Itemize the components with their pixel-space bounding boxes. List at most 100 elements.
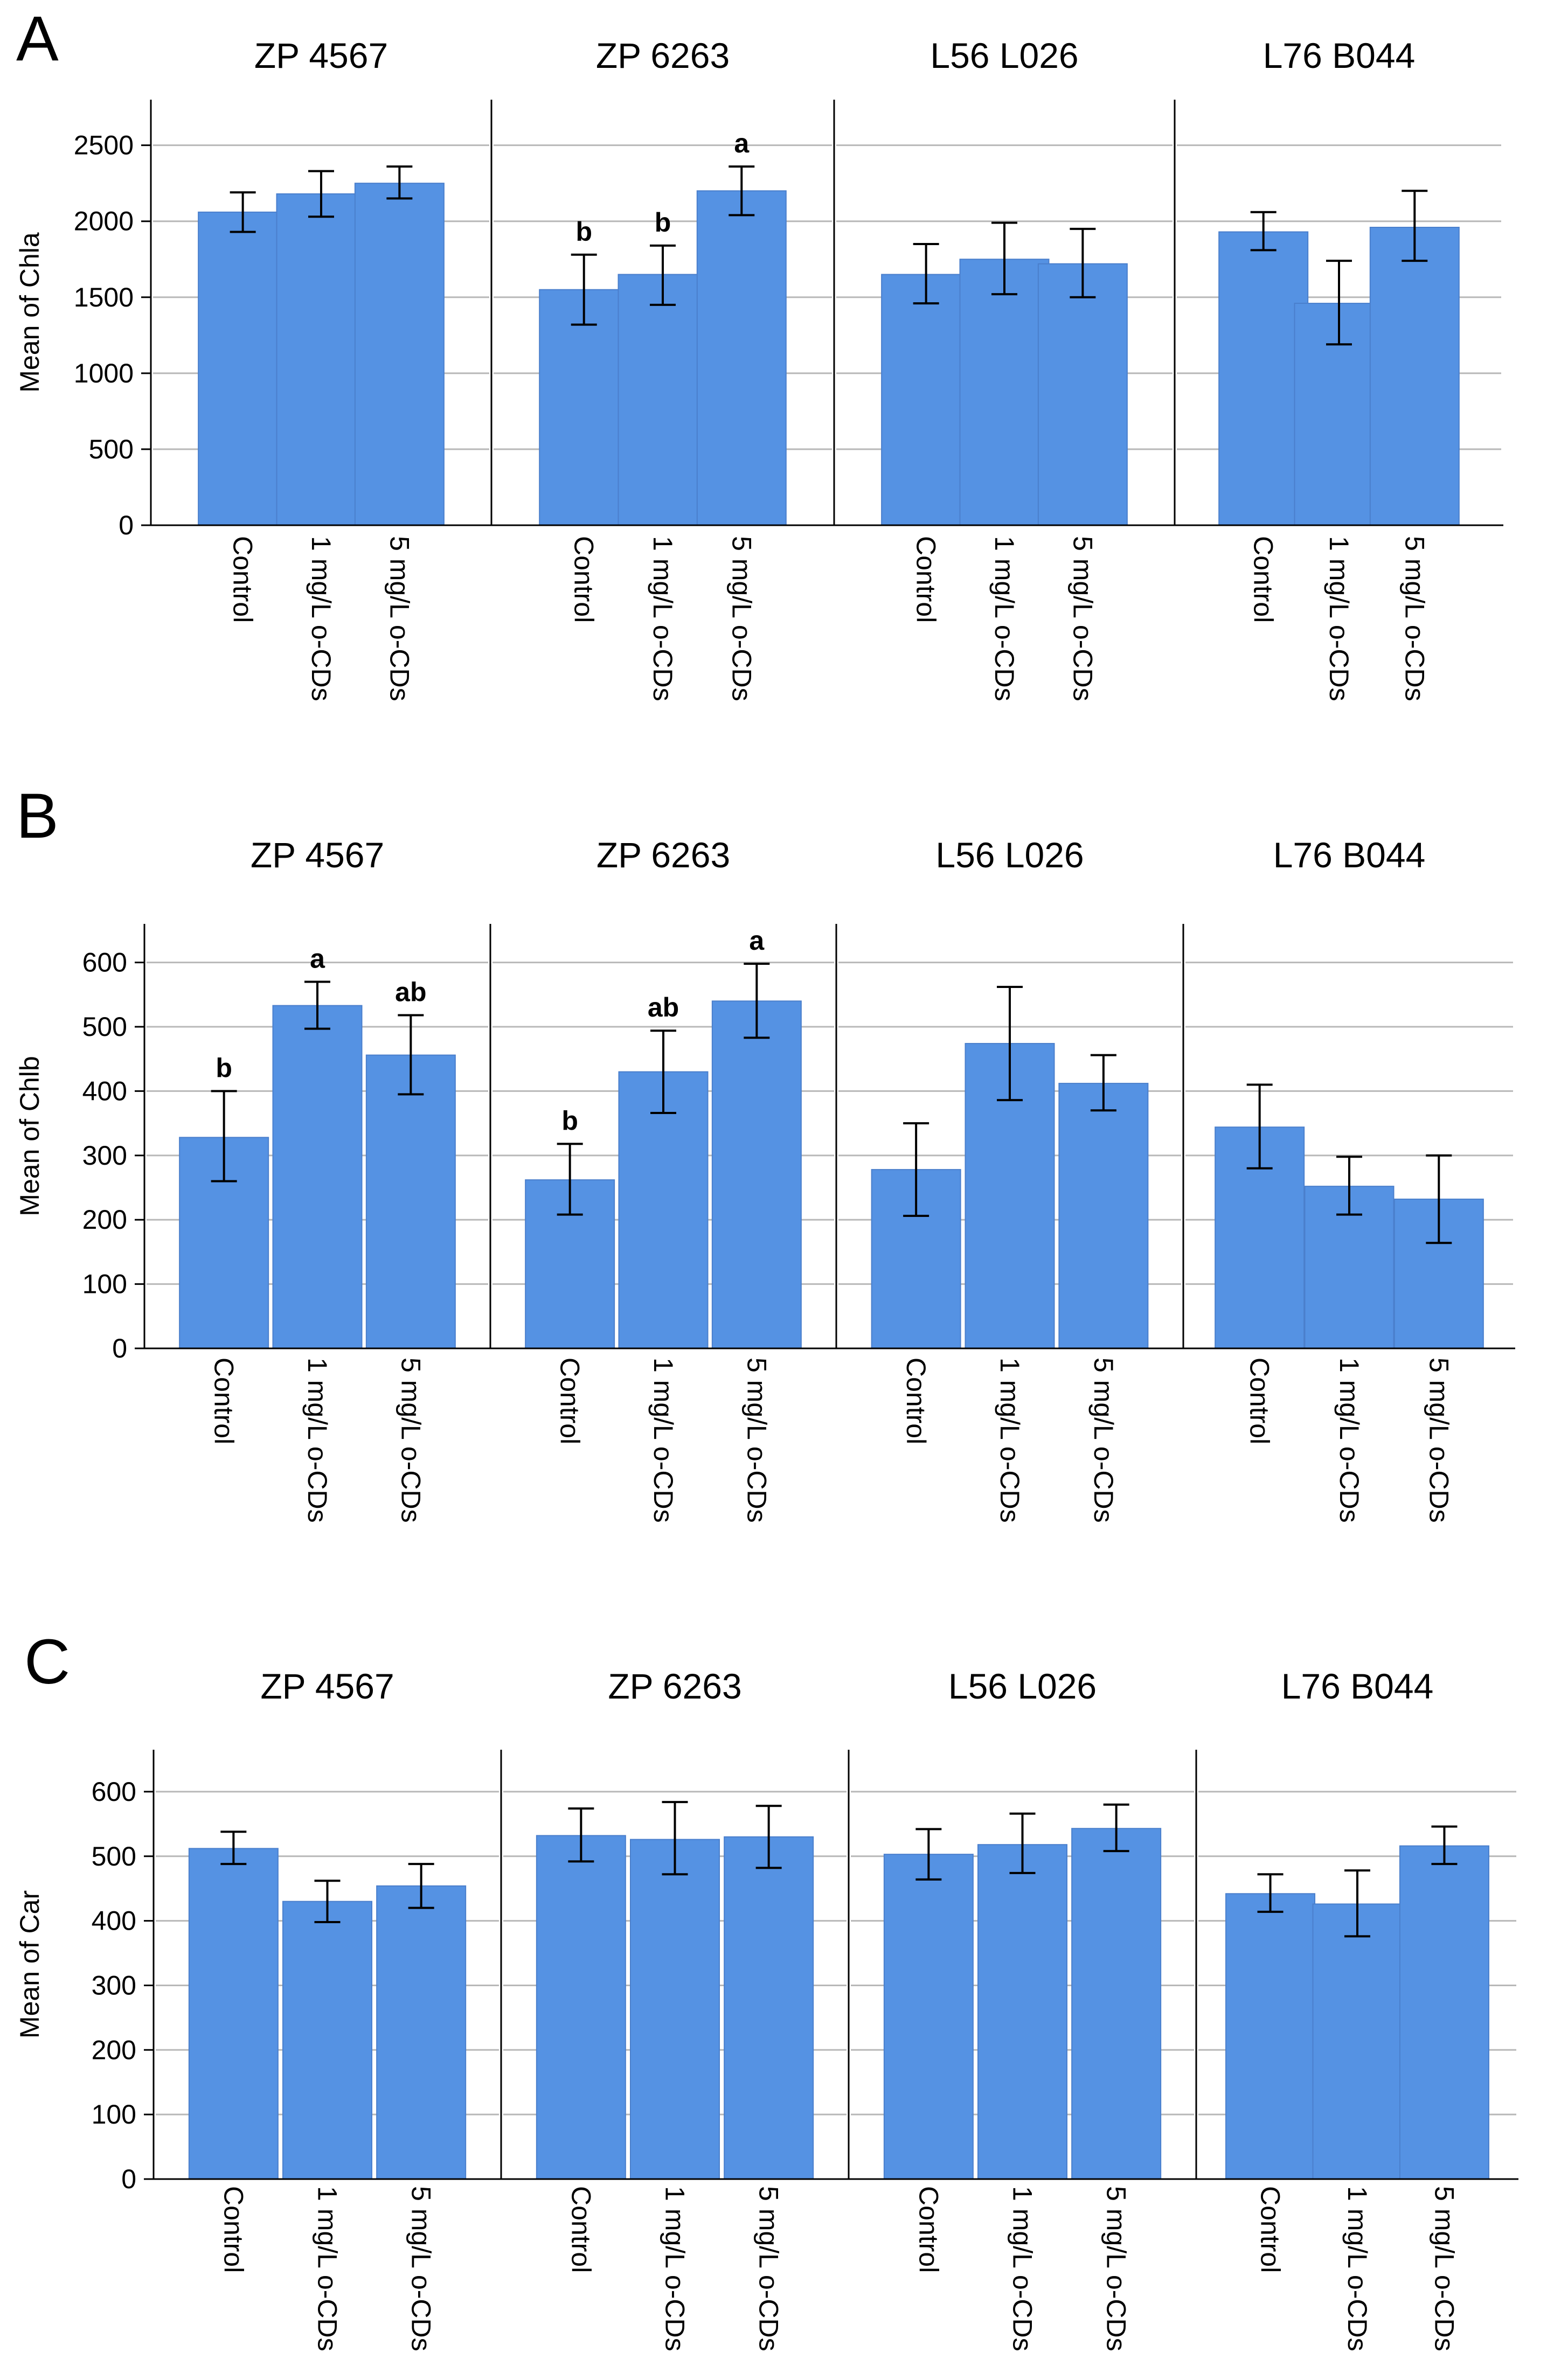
x-category-label: 1 mg/L o-CDs — [1324, 536, 1354, 701]
bar-layer — [179, 183, 1489, 2180]
y-tick-label: 500 — [89, 434, 134, 464]
x-category-label: 5 mg/L o-CDs — [741, 1358, 772, 1523]
x-category-label: Control — [1255, 2186, 1286, 2273]
bar — [977, 1844, 1067, 2180]
bar — [881, 274, 972, 526]
x-category-label: Control — [911, 536, 941, 623]
y-tick-label: 2000 — [74, 206, 134, 236]
y-tick-label: 600 — [82, 948, 127, 978]
x-category-label: 1 mg/L o-CDs — [1342, 2186, 1372, 2351]
facet-title: ZP 4567 — [260, 1666, 394, 1706]
x-category-label: 5 mg/L o-CDs — [754, 2186, 784, 2351]
y-tick-label: 2500 — [74, 130, 134, 161]
bar — [198, 211, 288, 526]
x-category-label: 1 mg/L o-CDs — [660, 2186, 690, 2351]
bar — [1399, 1845, 1489, 2180]
facet-title: L76 B044 — [1273, 835, 1426, 875]
x-category-label: 1 mg/L o-CDs — [995, 1358, 1025, 1523]
y-tick-label: 400 — [92, 1906, 136, 1936]
y-tick-label: 0 — [121, 2164, 136, 2194]
significance-label: ab — [648, 992, 679, 1022]
facet-title: L56 L026 — [930, 36, 1078, 75]
bar — [883, 1854, 974, 2180]
significance-label: a — [310, 943, 325, 973]
x-category-label: 1 mg/L o-CDs — [648, 1358, 678, 1523]
y-axis-label: Mean of Chla — [15, 232, 45, 393]
axis-layer — [135, 100, 1518, 2180]
bar — [1218, 231, 1309, 526]
facet-title: L76 B044 — [1281, 1666, 1434, 1706]
x-category-label: 5 mg/L o-CDs — [1067, 536, 1098, 701]
significance-label: b — [216, 1053, 232, 1083]
facet-title: L56 L026 — [935, 835, 1084, 875]
bar — [376, 1885, 467, 2180]
bar — [282, 1901, 372, 2180]
x-category-label: 5 mg/L o-CDs — [384, 536, 414, 701]
x-category-label: Control — [913, 2186, 944, 2273]
x-category-label: 1 mg/L o-CDs — [302, 1358, 332, 1523]
bar — [711, 1000, 802, 1349]
y-tick-label: 600 — [92, 1777, 136, 1807]
y-tick-label: 200 — [92, 2035, 136, 2065]
y-tick-label: 300 — [82, 1140, 127, 1171]
x-category-label: 1 mg/L o-CDs — [1334, 1358, 1364, 1523]
x-category-label: Control — [569, 536, 599, 623]
bar — [272, 1005, 363, 1349]
panel-letter: B — [16, 781, 59, 852]
bar — [959, 259, 1050, 526]
bar — [1225, 1893, 1316, 2180]
bar — [188, 1848, 279, 2180]
significance-label: b — [561, 1105, 578, 1136]
y-tick-label: 1500 — [74, 282, 134, 312]
facet-title: ZP 4567 — [254, 36, 388, 75]
y-tick-label: 100 — [92, 2099, 136, 2130]
bar — [696, 190, 787, 526]
y-tick-label: 500 — [92, 1841, 136, 1871]
y-tick-label: 500 — [82, 1012, 127, 1042]
x-category-label: Control — [1245, 1358, 1275, 1444]
y-axis-label: Mean of Chlb — [15, 1056, 45, 1216]
x-category-label: 5 mg/L o-CDs — [1399, 536, 1430, 701]
x-category-label: 5 mg/L o-CDs — [1429, 2186, 1459, 2351]
bar — [365, 1054, 456, 1349]
facet-title: ZP 6263 — [596, 835, 730, 875]
bar — [1058, 1083, 1149, 1349]
bar — [724, 1836, 814, 2180]
significance-label: b — [575, 217, 592, 247]
significance-label: b — [655, 207, 671, 238]
x-category-label: Control — [555, 1358, 585, 1444]
x-category-label: Control — [901, 1358, 931, 1444]
significance-label: a — [749, 925, 765, 956]
bar — [1037, 263, 1128, 526]
bar — [1393, 1199, 1484, 1349]
y-tick-label: 200 — [82, 1205, 127, 1235]
x-category-label: 5 mg/L o-CDs — [396, 1358, 426, 1523]
y-tick-label: 300 — [92, 1970, 136, 2000]
x-category-label: Control — [218, 2186, 248, 2273]
facet-title: ZP 6263 — [596, 36, 730, 75]
bar — [1312, 1903, 1403, 2180]
bar — [276, 193, 366, 526]
x-category-label: 1 mg/L o-CDs — [1008, 2186, 1038, 2351]
x-category-label: 5 mg/L o-CDs — [1088, 1358, 1119, 1523]
error-bar-layer — [211, 165, 1458, 1938]
x-category-label: 1 mg/L o-CDs — [989, 536, 1019, 701]
facet-title: L76 B044 — [1263, 36, 1416, 75]
y-tick-label: 100 — [82, 1269, 127, 1299]
y-tick-label: 0 — [119, 510, 134, 540]
bar — [618, 274, 708, 526]
x-category-label: 1 mg/L o-CDs — [648, 536, 678, 701]
facet-title: ZP 6263 — [608, 1666, 741, 1706]
bar — [1369, 227, 1460, 526]
bar — [630, 1839, 720, 2180]
x-category-label: 1 mg/L o-CDs — [313, 2186, 343, 2351]
facet-title: L56 L026 — [948, 1666, 1097, 1706]
significance-label: a — [734, 128, 750, 158]
x-category-label: Control — [566, 2186, 596, 2273]
x-category-label: Control — [228, 536, 258, 623]
x-category-label: 5 mg/L o-CDs — [726, 536, 757, 701]
y-tick-label: 0 — [112, 1333, 127, 1363]
bar — [618, 1071, 709, 1349]
